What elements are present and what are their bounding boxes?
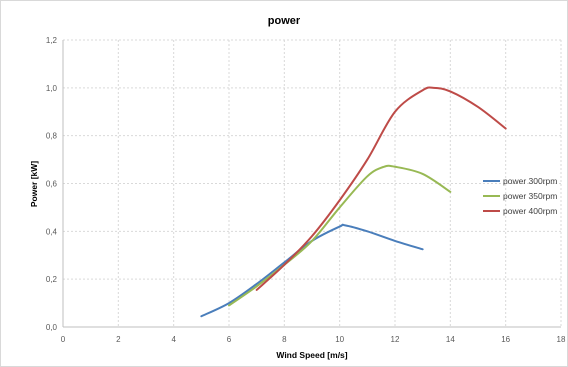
grid-lines — [63, 39, 562, 327]
x-tick-label-1: 2 — [116, 335, 121, 344]
x-tick-label-3: 6 — [227, 335, 232, 344]
y-tick-label-3: 0,6 — [46, 180, 58, 189]
y-tick-label-1: 0,2 — [46, 275, 58, 284]
x-tick-label-6: 12 — [391, 335, 400, 344]
y-tick-label-2: 0,4 — [46, 227, 58, 236]
legend-label-2: power 400rpm — [503, 206, 557, 216]
x-tick-label-2: 4 — [171, 335, 176, 344]
x-axis-label: Wind Speed [m/s] — [276, 350, 347, 360]
legend-label-0: power 300rpm — [503, 176, 557, 186]
x-tick-label-8: 16 — [501, 335, 510, 344]
series-line-power-350rpm — [228, 164, 452, 307]
x-tick-label-9: 18 — [557, 335, 566, 344]
series-line-power-300rpm — [200, 223, 424, 318]
y-tick-label-4: 0,8 — [46, 132, 58, 141]
y-tick-label-6: 1,2 — [46, 36, 58, 45]
x-tick-label-0: 0 — [61, 335, 66, 344]
series-line-power-400rpm — [255, 86, 507, 291]
y-axis-label: Power [kW] — [29, 161, 39, 207]
tick-labels: 0 2 4 6 8 10 12 14 16 18 0,0 0,2 0,4 0,6 0,8 1,0 1,2 — [46, 36, 566, 344]
x-tick-label-4: 8 — [282, 335, 287, 344]
legend-label-1: power 350rpm — [503, 191, 557, 201]
chart-title: power — [268, 15, 301, 27]
y-tick-label-0: 0,0 — [46, 323, 58, 332]
x-tick-label-7: 14 — [446, 335, 455, 344]
legend: power 300rpm power 350rpm power 400rpm — [483, 176, 557, 216]
axes — [62, 40, 561, 328]
series-lines — [200, 86, 507, 318]
y-tick-label-5: 1,0 — [46, 84, 58, 93]
x-tick-label-5: 10 — [335, 335, 344, 344]
